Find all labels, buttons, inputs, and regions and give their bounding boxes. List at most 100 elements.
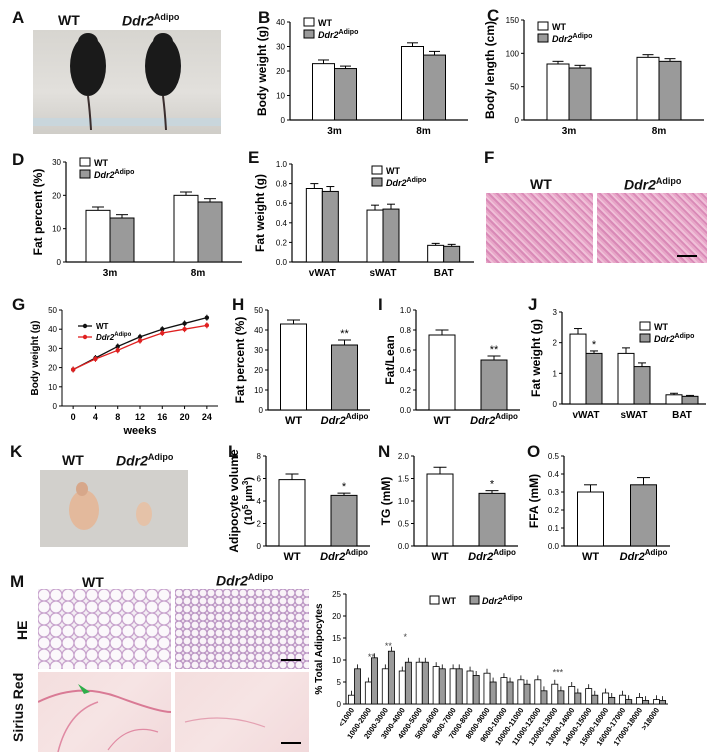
photo-a — [33, 30, 221, 134]
x-tick-label: WT — [582, 551, 599, 563]
y-tick-label: 20 — [52, 191, 61, 200]
bar-WT-value — [577, 491, 604, 547]
bar-3m-WT — [85, 209, 111, 263]
y-tick-label: 20 — [276, 67, 285, 76]
chart-g: Body weight (g) 0 10 20 30 40 50 0 4 8 12 16 20 24 wee… — [30, 306, 218, 437]
photo-f-ko-label: Ddr2Adipo — [624, 176, 682, 193]
y-tick-label: 0.5 — [548, 452, 560, 461]
y-tick-label: 0.2 — [400, 386, 412, 395]
y-tick-label: 50 — [48, 306, 57, 315]
bar-<1000-Ddr2Adipo — [354, 668, 361, 705]
bar-7000-8000-Ddr2Adipo — [472, 675, 480, 705]
photo-k-wt-label: WT — [62, 452, 84, 468]
bar-<1000-WT — [347, 694, 355, 705]
sirius-ko — [175, 672, 309, 752]
bar-11000-12000-WT — [534, 679, 542, 705]
panel-label-f: F — [484, 148, 495, 167]
bar-vWAT-Ddr2Adipo — [585, 352, 603, 405]
y-tick-label: 0 — [259, 406, 264, 415]
bar-6000-7000-Ddr2Adipo — [455, 668, 463, 705]
x-tick-label: vWAT — [572, 410, 599, 421]
bar-11000-12000-Ddr2Adipo — [540, 690, 548, 705]
x-tick-label: 8 — [115, 412, 120, 422]
y-tick-label: 10 — [254, 386, 263, 395]
y-tick-label: 0.8 — [400, 326, 412, 335]
significance-star: * — [342, 481, 347, 493]
x-tick-label: 16 — [157, 412, 167, 422]
y-tick-label: 8 — [257, 452, 262, 461]
photo-a-wt-label: WT — [58, 12, 80, 28]
y-tick-label: 0.4 — [548, 470, 560, 479]
he-wt — [38, 589, 171, 669]
y-tick-label: 40 — [276, 18, 285, 27]
photo-a-ko-label: Ddr2Adipo — [122, 12, 180, 29]
x-tick-label: WT — [283, 551, 300, 563]
legend-label-ko: Ddr2Adipo — [552, 33, 592, 44]
legend-swatch-wt — [639, 321, 651, 331]
legend-label-wt: WT — [386, 166, 400, 176]
bar-WT-value — [278, 479, 306, 547]
legend-label-wt: WT — [94, 158, 108, 168]
panel-label-e: E — [248, 148, 260, 167]
chart-j: Fat weight (g) 0 1 2 3 vWAT sWAT BAT WTDdr2Adipo… — [529, 308, 706, 421]
x-tick-label: 4 — [93, 412, 98, 422]
legend-swatch-wt — [371, 165, 383, 175]
y-tick-label: 3 — [553, 308, 558, 317]
panel-label-o: O — [527, 442, 541, 461]
y-tick-label: 0.6 — [276, 199, 288, 208]
he-ko — [175, 589, 309, 669]
y-tick-label: 0.4 — [276, 219, 288, 228]
y-tick-label: 0.0 — [276, 258, 288, 267]
chart-i: Fat/Lean 0.0 0.2 0.4 0.6 0.8 1.0 WT Ddr2Adipo ** — [383, 306, 520, 427]
bar-13000-14000-Ddr2Adipo — [574, 692, 582, 705]
x-tick-label: Ddr2Adipo — [468, 548, 516, 563]
x-tick-label: Ddr2Adipo — [620, 548, 668, 563]
bar->18000-WT — [653, 699, 660, 705]
x-tick-label: 8m — [652, 126, 667, 137]
bar-2000-3000-Ddr2Adipo — [387, 650, 395, 705]
x-tick-label: BAT — [434, 268, 454, 279]
bar-WT-value — [280, 323, 307, 411]
chart-n: TG (mM) 0.0 0.5 1.0 1.5 2.0 WT Ddr2Adipo * — [379, 452, 518, 563]
legend-swatch-wt — [303, 17, 315, 27]
bar-BAT-Ddr2Adipo — [681, 395, 699, 405]
y-tick-label: 30 — [52, 158, 61, 167]
y-tick-label: 0.0 — [548, 542, 560, 551]
bar-3000-4000-WT — [398, 670, 406, 705]
y-tick-label: 0.5 — [398, 520, 410, 529]
legend-swatch-ko — [371, 177, 383, 187]
x-tick-label: WT — [285, 415, 302, 427]
bar-12000-13000-Ddr2Adipo — [557, 690, 565, 705]
y-tick-label: 25 — [332, 590, 341, 599]
y-axis-label: Fat weight (g) — [253, 174, 267, 252]
legend-label-ko: Ddr2Adipo — [318, 29, 358, 40]
y-tick-label: 40 — [254, 326, 263, 335]
bar-8m-Ddr2Adipo — [423, 54, 446, 121]
y-tick-label: 0 — [257, 542, 262, 551]
x-tick-label: 12 — [135, 412, 145, 422]
bar-5000-6000-WT — [432, 666, 440, 705]
panel-label-j: J — [528, 295, 538, 314]
panel-label-h: H — [232, 295, 245, 314]
x-tick-label: vWAT — [309, 268, 336, 279]
bar-14000-15000-Ddr2Adipo — [591, 694, 599, 705]
bar-9000-10000-WT — [500, 677, 508, 705]
y-tick-label: 1.5 — [398, 475, 410, 484]
y-tick-label: 50 — [510, 83, 519, 92]
panel-label-n: N — [378, 442, 391, 461]
legend-label-wt: WT — [318, 18, 332, 28]
y-axis-label: % Total Adipocytes — [314, 603, 325, 695]
bar-3m-Ddr2Adipo — [334, 68, 357, 121]
legend-label-wt: WT — [442, 596, 456, 606]
legend-swatch-wt — [79, 157, 91, 167]
bar->18000-Ddr2Adipo — [659, 700, 667, 705]
panel-label-g: G — [12, 295, 26, 314]
x-tick-label: BAT — [672, 410, 692, 421]
y-tick-label: 1.0 — [398, 497, 410, 506]
y-tick-label: 0 — [553, 400, 558, 409]
y-tick-label: 10 — [276, 92, 285, 101]
chart-h: Fat percent (%) 0 10 20 30 40 50 WT Ddr2Adipo ** — [233, 306, 370, 427]
bar-17000-18000-WT — [636, 697, 643, 705]
x-tick-label: 20 — [180, 412, 190, 422]
bar-13000-14000-WT — [568, 686, 576, 705]
